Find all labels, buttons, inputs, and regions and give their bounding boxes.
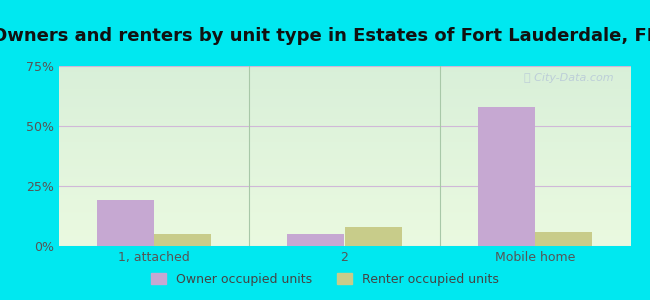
Text: Owners and renters by unit type in Estates of Fort Lauderdale, FL: Owners and renters by unit type in Estat… [0, 27, 650, 45]
Bar [478, 107, 535, 246]
Text: ⓘ City-Data.com: ⓘ City-Data.com [524, 73, 614, 83]
Bar [535, 232, 592, 246]
Bar [287, 234, 344, 246]
Bar [154, 234, 211, 246]
Bar [97, 200, 154, 246]
Legend: Owner occupied units, Renter occupied units: Owner occupied units, Renter occupied un… [146, 268, 504, 291]
Bar [344, 227, 402, 246]
